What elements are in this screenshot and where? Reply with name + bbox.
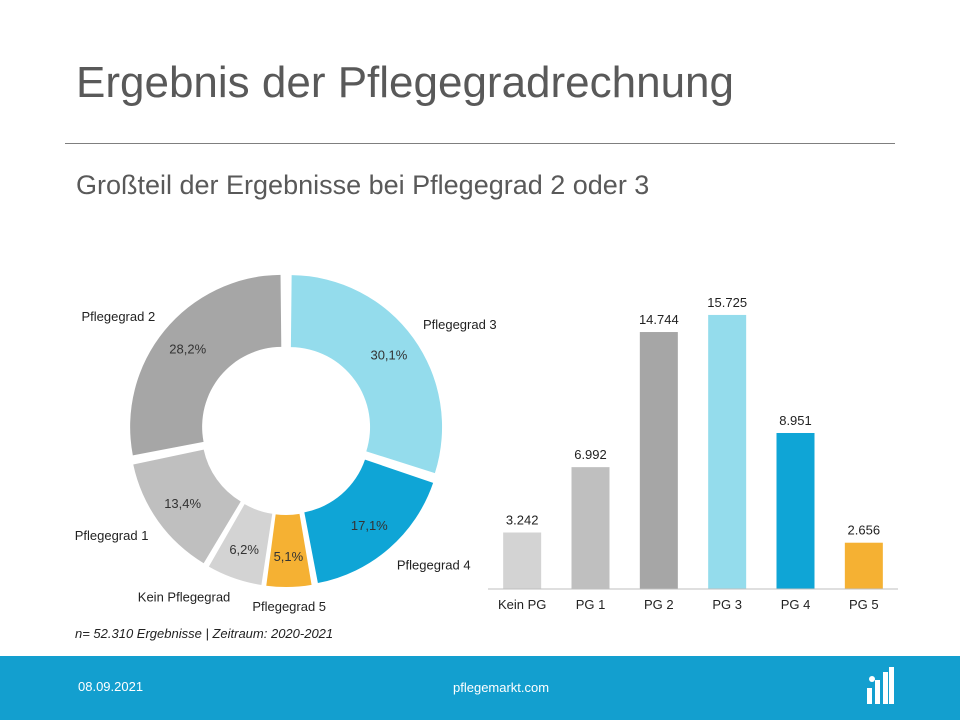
- bar-value-label-pg-5: 2.656: [848, 523, 881, 538]
- donut-category-label-pflegegrad-5: Pflegegrad 5: [252, 599, 326, 614]
- donut-category-label-pflegegrad-4: Pflegegrad 4: [397, 558, 471, 573]
- bar-category-label-pg-1: PG 1: [576, 597, 606, 612]
- bar-pg-4: [776, 432, 815, 589]
- donut-chart: 30,1% Pflegegrad 3 17,1% Pflegegrad 4 5,1% Pf…: [75, 274, 497, 614]
- bar-category-label-kein-pg: Kein PG: [498, 597, 546, 612]
- bar-category-label-pg-3: PG 3: [712, 597, 742, 612]
- bar-pg-5: [844, 542, 883, 589]
- donut-slice-pflegegrad-4: [304, 459, 434, 584]
- bar-value-label-pg-4: 8.951: [779, 413, 812, 428]
- bar-kein-pg: [503, 532, 542, 589]
- donut-category-label-pflegegrad-1: Pflegegrad 1: [75, 528, 149, 543]
- slide-subtitle: Großteil der Ergebnisse bei Pflegegrad 2…: [76, 170, 650, 200]
- pflegemarkt-logo-icon: [867, 667, 894, 704]
- bar-category-label-pg-4: PG 4: [781, 597, 811, 612]
- donut-value-label-pflegegrad-4: 17,1%: [351, 518, 388, 533]
- bar-pg-3: [708, 314, 747, 589]
- sample-size-footnote: n= 52.310 Ergebnisse | Zeitraum: 2020-20…: [75, 626, 334, 641]
- donut-value-label-pflegegrad-2: 28,2%: [169, 342, 206, 357]
- footer-website: pflegemarkt.com: [453, 680, 550, 695]
- slide-title: Ergebnis der Pflegegradrechnung: [76, 58, 735, 107]
- donut-value-label-pflegegrad-3: 30,1%: [370, 348, 407, 363]
- donut-category-label-kein-pflegegrad: Kein Pflegegrad: [138, 590, 231, 605]
- footer-date: 08.09.2021: [78, 679, 144, 694]
- footer-bar: 08.09.2021 pflegemarkt.com: [0, 656, 960, 720]
- donut-slice-pflegegrad-2: [130, 274, 282, 456]
- bar-value-label-pg-3: 15.725: [707, 295, 747, 310]
- donut-slice-pflegegrad-5: [266, 513, 312, 587]
- bar-value-label-pg-2: 14.744: [639, 312, 679, 327]
- donut-slice-pflegegrad-3: [290, 275, 443, 474]
- donut-slice-kein-pflegegrad: [208, 504, 273, 585]
- bar-value-label-pg-1: 6.992: [574, 447, 607, 462]
- donut-slice-pflegegrad-1: [133, 449, 241, 564]
- bar-category-label-pg-5: PG 5: [849, 597, 879, 612]
- bar-pg-2: [639, 332, 678, 589]
- bar-pg-1: [571, 467, 610, 589]
- donut-category-label-pflegegrad-2: Pflegegrad 2: [81, 309, 155, 324]
- title-divider: [65, 143, 895, 144]
- donut-category-label-pflegegrad-3: Pflegegrad 3: [423, 317, 497, 332]
- donut-value-label-pflegegrad-5: 5,1%: [274, 549, 304, 564]
- bar-value-label-kein-pg: 3.242: [506, 512, 539, 527]
- bar-chart: 3.242 Kein PG 6.992 PG 1 14.744 PG 2 15.725 PG …: [488, 295, 898, 612]
- donut-value-label-pflegegrad-1: 13,4%: [164, 496, 201, 511]
- donut-value-label-kein-pflegegrad: 6,2%: [229, 542, 259, 557]
- bar-category-label-pg-2: PG 2: [644, 597, 674, 612]
